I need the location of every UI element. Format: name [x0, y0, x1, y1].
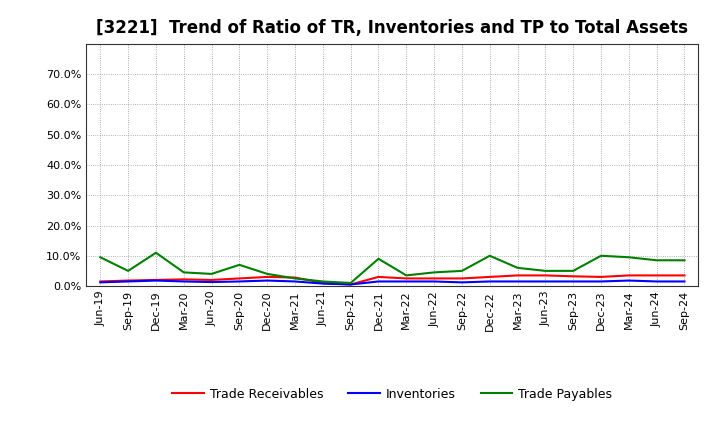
- Line: Trade Payables: Trade Payables: [100, 253, 685, 283]
- Trade Payables: [291, 276, 300, 281]
- Line: Trade Receivables: Trade Receivables: [100, 275, 685, 285]
- Trade Payables: [624, 255, 633, 260]
- Inventories: [263, 278, 271, 283]
- Inventories: [402, 279, 410, 284]
- Trade Receivables: [179, 277, 188, 282]
- Trade Receivables: [263, 274, 271, 279]
- Inventories: [124, 279, 132, 284]
- Inventories: [680, 279, 689, 284]
- Trade Receivables: [430, 276, 438, 281]
- Trade Receivables: [652, 273, 661, 278]
- Trade Payables: [513, 265, 522, 271]
- Trade Receivables: [96, 279, 104, 284]
- Trade Receivables: [346, 282, 355, 287]
- Trade Payables: [96, 255, 104, 260]
- Trade Receivables: [541, 273, 550, 278]
- Trade Receivables: [152, 277, 161, 282]
- Trade Payables: [680, 258, 689, 263]
- Inventories: [346, 282, 355, 287]
- Inventories: [624, 278, 633, 283]
- Inventories: [513, 279, 522, 284]
- Trade Receivables: [402, 276, 410, 281]
- Title: [3221]  Trend of Ratio of TR, Inventories and TP to Total Assets: [3221] Trend of Ratio of TR, Inventories…: [96, 19, 688, 37]
- Trade Payables: [541, 268, 550, 274]
- Trade Payables: [207, 271, 216, 277]
- Inventories: [374, 279, 383, 284]
- Trade Payables: [458, 268, 467, 274]
- Trade Receivables: [513, 273, 522, 278]
- Trade Receivables: [624, 273, 633, 278]
- Inventories: [96, 280, 104, 285]
- Trade Receivables: [318, 280, 327, 286]
- Inventories: [652, 279, 661, 284]
- Trade Payables: [402, 273, 410, 278]
- Trade Receivables: [235, 276, 243, 281]
- Inventories: [318, 281, 327, 286]
- Trade Receivables: [680, 273, 689, 278]
- Inventories: [430, 279, 438, 284]
- Trade Payables: [597, 253, 606, 258]
- Trade Receivables: [485, 274, 494, 279]
- Trade Receivables: [374, 274, 383, 279]
- Inventories: [458, 280, 467, 285]
- Trade Receivables: [291, 275, 300, 280]
- Trade Payables: [485, 253, 494, 258]
- Inventories: [485, 279, 494, 284]
- Trade Payables: [152, 250, 161, 255]
- Inventories: [569, 279, 577, 284]
- Inventories: [207, 279, 216, 285]
- Trade Payables: [652, 258, 661, 263]
- Trade Receivables: [124, 278, 132, 283]
- Trade Payables: [179, 270, 188, 275]
- Inventories: [235, 279, 243, 284]
- Trade Payables: [124, 268, 132, 274]
- Inventories: [541, 279, 550, 284]
- Trade Payables: [346, 280, 355, 286]
- Inventories: [152, 278, 161, 283]
- Trade Receivables: [207, 277, 216, 282]
- Inventories: [179, 279, 188, 284]
- Trade Payables: [374, 256, 383, 261]
- Legend: Trade Receivables, Inventories, Trade Payables: Trade Receivables, Inventories, Trade Pa…: [168, 383, 617, 406]
- Line: Inventories: Inventories: [100, 281, 685, 285]
- Inventories: [597, 279, 606, 284]
- Trade Payables: [569, 268, 577, 274]
- Inventories: [291, 279, 300, 284]
- Trade Receivables: [569, 274, 577, 279]
- Trade Payables: [235, 262, 243, 268]
- Trade Payables: [430, 270, 438, 275]
- Trade Receivables: [597, 274, 606, 279]
- Trade Payables: [263, 271, 271, 277]
- Trade Receivables: [458, 276, 467, 281]
- Trade Payables: [318, 279, 327, 284]
